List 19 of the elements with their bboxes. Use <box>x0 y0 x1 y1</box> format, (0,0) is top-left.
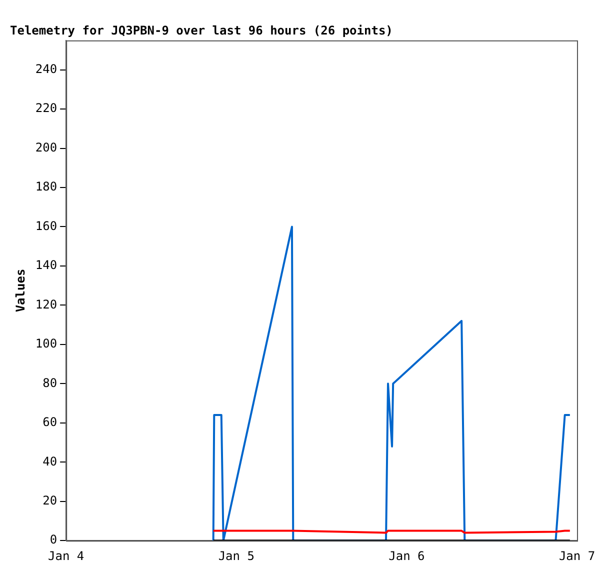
x-tick-label: Jan 6 <box>388 548 425 563</box>
y-tick-label: 60 <box>42 415 58 430</box>
x-tick-label: Jan 7 <box>558 548 596 563</box>
y-tick-label: 200 <box>35 140 58 154</box>
y-tick-label: 0 <box>50 532 58 547</box>
y-tick-label: 140 <box>35 258 58 272</box>
y-tick-label: 180 <box>35 180 58 194</box>
y-tick-label: 240 <box>35 62 58 76</box>
x-tick-label: Jan 4 <box>48 548 84 563</box>
y-tick-label: 160 <box>35 218 58 233</box>
x-tick-label: Jan 5 <box>218 548 254 563</box>
y-tick-label: 220 <box>35 101 58 116</box>
y-tick-label: 20 <box>42 493 58 508</box>
y-tick-label: 40 <box>42 454 58 468</box>
y-tick-label: 120 <box>35 297 58 312</box>
y-tick-label: 100 <box>35 336 58 351</box>
chart-title: Telemetry for JQ3PBN-9 over last 96 hours (26 points) <box>10 23 393 38</box>
y-tick-label: 80 <box>42 376 58 390</box>
y-axis-title: Values <box>13 268 28 312</box>
